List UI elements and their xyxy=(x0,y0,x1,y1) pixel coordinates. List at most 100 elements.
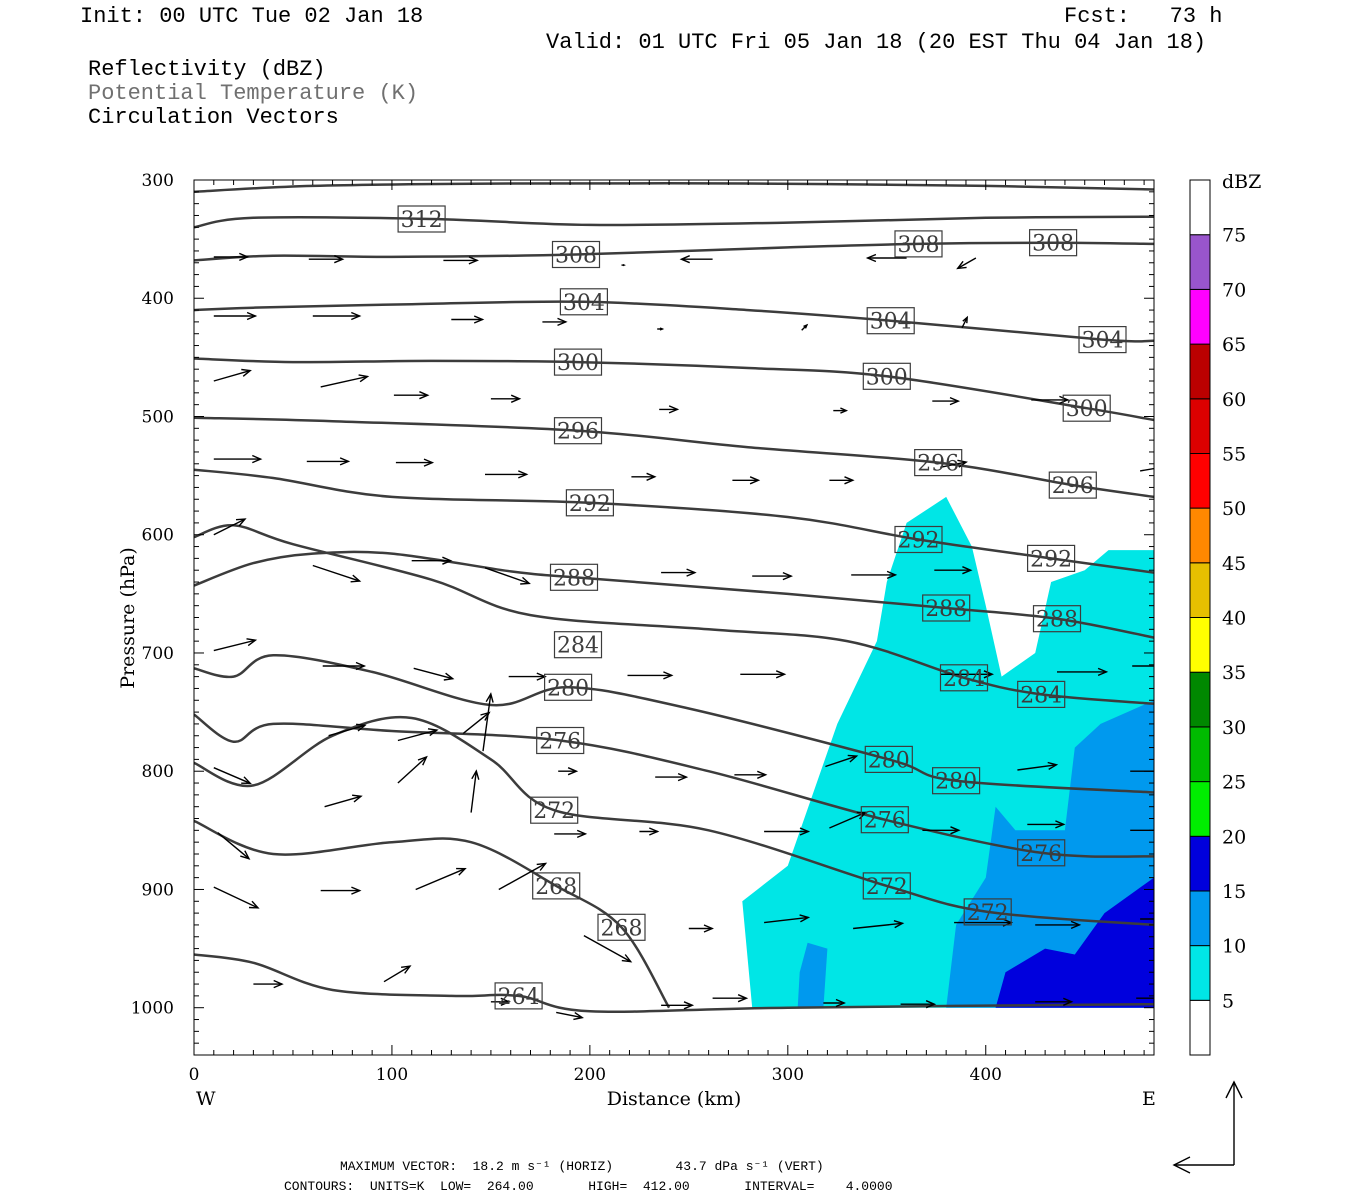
circulation-vector xyxy=(213,767,252,785)
x-axis-title: Distance (km) xyxy=(607,1088,742,1110)
theta-contour-288k-7 xyxy=(194,550,1154,639)
svg-text:304: 304 xyxy=(563,291,605,316)
circulation-vector xyxy=(1136,997,1154,999)
colorbar-tick-label: 45 xyxy=(1222,553,1246,575)
svg-text:276: 276 xyxy=(1020,842,1062,867)
field-reflectivity: Reflectivity (dBZ) xyxy=(88,57,326,82)
svg-text:292: 292 xyxy=(569,492,611,517)
contour-label: 304 xyxy=(559,288,609,316)
svg-text:296: 296 xyxy=(1052,474,1094,499)
reflectivity-region-15dbz-3 xyxy=(995,877,1154,1008)
colorbar-unit-label: dBZ xyxy=(1222,171,1261,193)
contour-label: 268 xyxy=(597,913,646,941)
svg-text:292: 292 xyxy=(898,529,940,554)
colorbar-segment-20 xyxy=(1189,781,1211,837)
contour-label: 276 xyxy=(536,726,585,755)
circulation-vector xyxy=(484,567,531,585)
circulation-vector xyxy=(833,407,849,414)
svg-text:304: 304 xyxy=(1082,329,1124,354)
contour-label: 312 xyxy=(397,205,446,233)
svg-text:276: 276 xyxy=(539,730,581,755)
y-tick-label: 500 xyxy=(142,407,174,427)
theta-contour-296k-5 xyxy=(194,416,1154,499)
circulation-vector xyxy=(470,769,480,813)
svg-text:308: 308 xyxy=(555,244,597,269)
circulation-vector xyxy=(213,518,247,536)
circulation-vector xyxy=(825,754,859,768)
circulation-vector xyxy=(732,476,761,485)
y-tick-label: 600 xyxy=(142,526,174,546)
circulation-vector xyxy=(462,711,491,734)
svg-text:296: 296 xyxy=(557,420,599,445)
svg-text:284: 284 xyxy=(943,667,985,692)
contour-label: 288 xyxy=(549,563,599,591)
circulation-vector xyxy=(558,767,579,776)
circulation-vector xyxy=(961,315,969,329)
contour-label: 276 xyxy=(860,806,909,834)
contour-label: 300 xyxy=(862,362,911,390)
contour-label: 296 xyxy=(914,449,963,477)
circulation-vector xyxy=(1140,918,1154,920)
svg-text:268: 268 xyxy=(601,916,643,941)
contour-label: 292 xyxy=(565,489,615,517)
colorbar-tick-label: 15 xyxy=(1222,881,1246,903)
svg-text:276: 276 xyxy=(864,809,906,834)
circulation-vector xyxy=(213,252,250,262)
colorbar-tick-label: 35 xyxy=(1222,662,1246,684)
circulation-vector xyxy=(764,827,811,836)
circulation-vector xyxy=(657,327,665,331)
colorbar-tick-label: 50 xyxy=(1222,498,1246,520)
svg-text:300: 300 xyxy=(1066,397,1108,422)
reflectivity-region-10dbz-2 xyxy=(797,942,828,1008)
theta-contour-312k-1 xyxy=(194,215,1154,229)
x-tick-label: 200 xyxy=(574,1065,606,1085)
valid-time: Valid: 01 UTC Fri 05 Jan 18 (20 EST Thu … xyxy=(546,30,1207,55)
circulation-vector xyxy=(397,755,428,784)
contour-label: 272 xyxy=(862,872,911,900)
circulation-vector xyxy=(320,374,370,388)
circulation-vector xyxy=(213,454,263,464)
contour-label: 308 xyxy=(1028,229,1078,257)
svg-text:304: 304 xyxy=(870,310,912,335)
contour-label: 284 xyxy=(939,664,989,692)
circulation-vector xyxy=(940,670,995,679)
circulation-vector xyxy=(639,827,660,836)
svg-text:272: 272 xyxy=(866,875,908,900)
circulation-vector xyxy=(554,829,588,839)
svg-text:284: 284 xyxy=(1020,683,1062,708)
svg-text:288: 288 xyxy=(925,597,967,622)
colorbar-segment-65 xyxy=(1189,288,1211,345)
forecast-hour: Fcst: 73 h xyxy=(1064,4,1223,29)
x-tick-label: 0 xyxy=(189,1065,200,1085)
circulation-vector xyxy=(312,311,362,321)
svg-text:308: 308 xyxy=(898,233,940,258)
theta-contour-308k-2 xyxy=(194,241,1154,262)
colorbar-tick-label: 30 xyxy=(1222,717,1246,739)
colorbar-tick-label: 70 xyxy=(1222,279,1246,301)
circulation-vector xyxy=(740,670,787,679)
circulation-vector xyxy=(1031,395,1070,405)
circulation-vector xyxy=(764,914,811,924)
svg-text:308: 308 xyxy=(1032,232,1074,257)
circulation-vector xyxy=(655,772,689,782)
contour-label: 280 xyxy=(864,745,913,773)
contour-label: 308 xyxy=(894,230,943,258)
svg-text:300: 300 xyxy=(557,351,599,376)
circulation-vector xyxy=(498,862,548,891)
circulation-vector xyxy=(1035,997,1074,1006)
colorbar-segment-5 xyxy=(1189,945,1211,1001)
circulation-vector xyxy=(956,257,977,270)
circulation-vector xyxy=(1057,667,1109,677)
circulation-vector xyxy=(1027,820,1066,829)
colorbar-segment-30 xyxy=(1189,671,1211,728)
init-time: Init: 00 UTC Tue 02 Jan 18 xyxy=(80,4,424,29)
svg-text:288: 288 xyxy=(1036,608,1078,633)
circulation-vector xyxy=(621,263,626,267)
circulation-vector xyxy=(932,396,961,406)
contour-label: 280 xyxy=(931,767,981,795)
contour-label: 288 xyxy=(922,594,971,622)
circulation-vector xyxy=(485,470,529,479)
circulation-vector xyxy=(328,723,367,737)
circulation-vector xyxy=(556,1011,584,1021)
svg-text:312: 312 xyxy=(401,208,443,233)
